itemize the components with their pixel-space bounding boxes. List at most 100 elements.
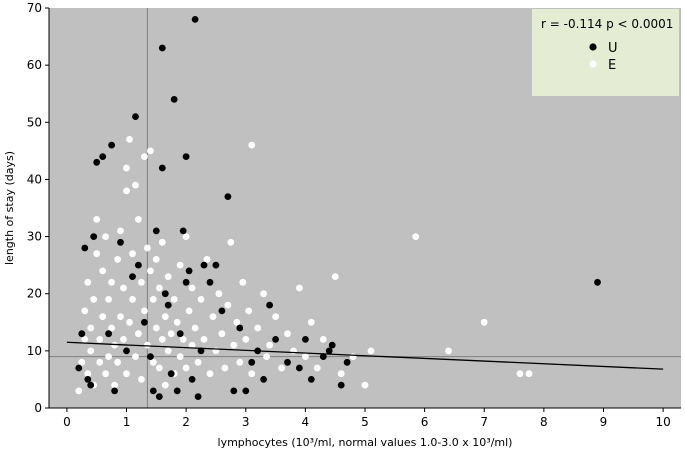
point-e bbox=[221, 364, 229, 372]
point-e bbox=[260, 290, 267, 298]
point-u bbox=[179, 227, 187, 235]
point-e bbox=[144, 341, 151, 349]
y-tick-label: 20 bbox=[27, 287, 42, 301]
point-e bbox=[147, 147, 154, 155]
point-u bbox=[191, 16, 199, 23]
point-e bbox=[105, 353, 112, 360]
point-e bbox=[254, 324, 262, 332]
point-e bbox=[84, 278, 92, 286]
point-e bbox=[349, 353, 357, 360]
point-u bbox=[328, 341, 336, 349]
reference-lines bbox=[49, 8, 681, 408]
point-e bbox=[278, 364, 285, 372]
point-e bbox=[105, 296, 112, 303]
x-tick-label: 7 bbox=[480, 415, 488, 429]
point-e bbox=[81, 336, 89, 343]
point-e bbox=[313, 364, 321, 372]
y-tick-label: 10 bbox=[27, 344, 42, 358]
point-e bbox=[170, 296, 178, 303]
point-e bbox=[248, 370, 256, 378]
point-u bbox=[158, 164, 166, 172]
point-e bbox=[135, 330, 142, 338]
point-e bbox=[120, 284, 127, 292]
point-e bbox=[111, 341, 118, 349]
point-e bbox=[114, 358, 121, 366]
point-e bbox=[161, 381, 169, 389]
point-e bbox=[412, 233, 420, 241]
point-u bbox=[266, 301, 273, 309]
point-e bbox=[114, 256, 121, 263]
legend-box bbox=[532, 9, 679, 96]
point-e bbox=[158, 336, 166, 343]
data-points bbox=[75, 16, 601, 400]
point-u bbox=[224, 193, 232, 201]
point-e bbox=[155, 364, 163, 372]
point-e bbox=[361, 381, 369, 389]
axes: 0 10 20 30 40 50 60 70 0 1 2 3 4 5 6 7 8 9 10 bbox=[27, 1, 681, 429]
point-u bbox=[152, 227, 160, 235]
point-e bbox=[173, 318, 181, 326]
point-e bbox=[102, 370, 109, 378]
point-e bbox=[242, 336, 250, 343]
point-u bbox=[260, 376, 267, 383]
point-e bbox=[248, 141, 256, 149]
point-e bbox=[117, 313, 124, 320]
legend: r = -0.114 p < 0.0001 U E bbox=[532, 9, 679, 96]
point-u bbox=[111, 387, 118, 395]
regression-layer bbox=[66, 341, 664, 370]
point-e bbox=[302, 353, 309, 360]
stats-annotation: r = -0.114 p < 0.0001 bbox=[541, 17, 673, 31]
point-u bbox=[230, 387, 238, 395]
point-e bbox=[480, 318, 488, 326]
point-e bbox=[233, 318, 241, 326]
point-e bbox=[93, 216, 101, 223]
point-e bbox=[296, 284, 303, 292]
point-u bbox=[132, 113, 139, 120]
point-e bbox=[185, 307, 193, 315]
point-u bbox=[99, 153, 107, 161]
point-u bbox=[182, 153, 190, 161]
point-e bbox=[149, 296, 157, 303]
point-e bbox=[126, 136, 133, 143]
point-e bbox=[266, 341, 273, 349]
point-e bbox=[290, 347, 297, 355]
point-e bbox=[87, 324, 95, 332]
point-e bbox=[138, 278, 145, 286]
point-u bbox=[325, 347, 333, 355]
point-e bbox=[78, 358, 86, 366]
point-e bbox=[188, 341, 196, 349]
point-e bbox=[87, 347, 95, 355]
point-e bbox=[203, 256, 211, 263]
x-tick-label: 2 bbox=[182, 415, 190, 429]
point-e bbox=[132, 181, 139, 189]
point-e bbox=[182, 364, 190, 372]
point-u bbox=[129, 273, 136, 280]
legend-marker-u bbox=[589, 43, 597, 51]
point-e bbox=[138, 376, 145, 383]
point-e bbox=[164, 347, 172, 355]
point-u bbox=[75, 364, 83, 372]
point-u bbox=[206, 278, 214, 286]
x-tick-label: 0 bbox=[63, 415, 71, 429]
point-e bbox=[307, 318, 315, 326]
y-axis-title: length of stay (days) bbox=[3, 151, 16, 265]
point-u bbox=[84, 376, 92, 383]
point-u bbox=[302, 336, 309, 343]
point-e bbox=[75, 387, 83, 395]
point-e bbox=[149, 358, 157, 366]
point-u bbox=[296, 364, 303, 372]
point-u bbox=[272, 336, 279, 343]
point-u bbox=[78, 330, 86, 338]
point-e bbox=[129, 250, 136, 258]
point-u bbox=[242, 387, 250, 395]
point-u bbox=[135, 261, 142, 269]
legend-label-u: U bbox=[608, 41, 618, 56]
point-e bbox=[230, 341, 238, 349]
point-u bbox=[161, 290, 169, 298]
x-tick-label: 10 bbox=[655, 415, 670, 429]
point-e bbox=[161, 313, 169, 320]
point-u bbox=[200, 261, 208, 269]
point-u bbox=[343, 358, 351, 366]
point-e bbox=[147, 267, 154, 275]
